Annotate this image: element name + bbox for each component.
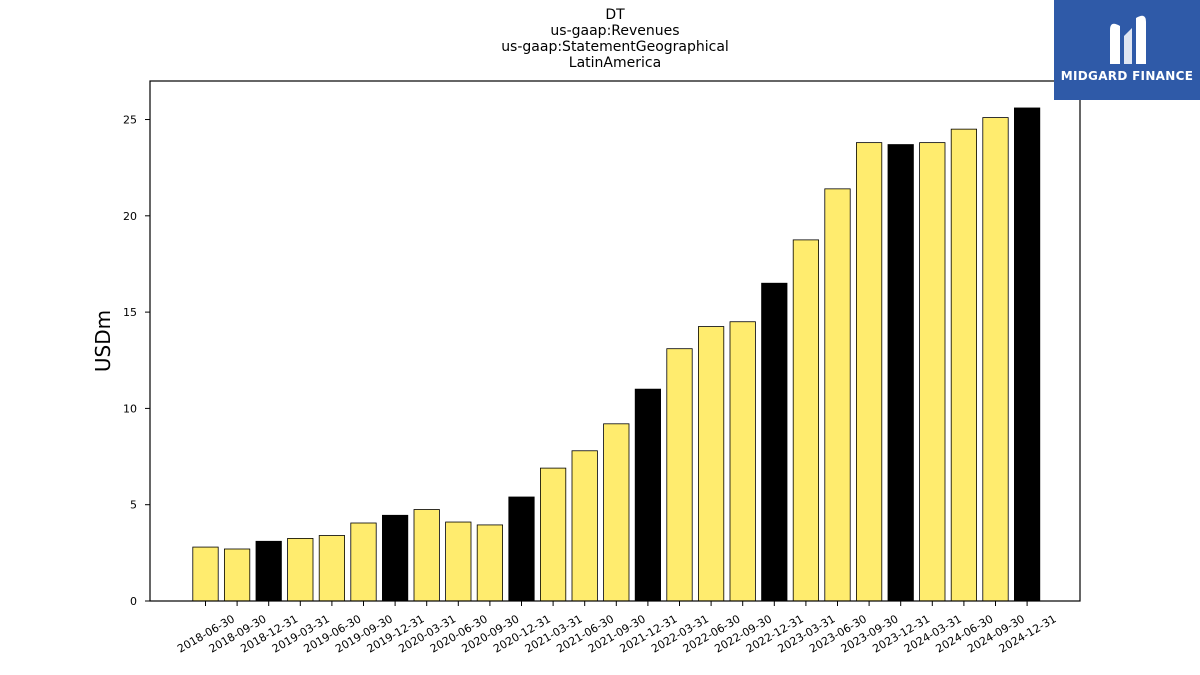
- y-tick-label: 0: [130, 595, 137, 608]
- bar: [318, 535, 346, 602]
- title-line-axis: us-gaap:StatementGeographical: [501, 39, 729, 55]
- bar: [476, 524, 504, 602]
- plot-frame: [149, 80, 1081, 602]
- brand-logo: MIDGARD FINANCE: [1054, 0, 1200, 100]
- y-tick-label: 10: [123, 402, 137, 415]
- logo-text: MIDGARD FINANCE: [1060, 69, 1194, 83]
- midgard-logo-icon: [1110, 15, 1146, 64]
- y-tick-label: 20: [123, 210, 137, 223]
- title-line-concept: us-gaap:Revenues: [550, 23, 680, 39]
- bar: [540, 467, 567, 602]
- y-tick-label: 5: [130, 499, 137, 512]
- bar: [350, 522, 377, 602]
- bar: [634, 388, 662, 602]
- y-tick-label: 25: [123, 114, 137, 127]
- bar: [729, 321, 756, 602]
- bar: [571, 450, 598, 602]
- bar: [603, 423, 630, 602]
- bar: [792, 239, 820, 602]
- title-line-member: LatinAmerica: [568, 55, 662, 71]
- bar: [255, 540, 282, 602]
- bar: [445, 521, 472, 602]
- bar: [223, 548, 251, 602]
- bar: [508, 496, 535, 602]
- bar: [919, 142, 946, 602]
- y-axis-label: USDm: [91, 310, 115, 372]
- bar: [1014, 107, 1041, 602]
- bar: [887, 144, 914, 602]
- title-line-ticker: DT: [605, 7, 625, 23]
- bar: [698, 326, 725, 602]
- bar: [761, 282, 788, 602]
- bar: [856, 142, 883, 602]
- chart-title: DT us-gaap:Revenues us-gaap:StatementGeo…: [365, 7, 865, 71]
- bar: [982, 117, 1009, 602]
- y-tick-label: 15: [123, 306, 137, 319]
- bar: [413, 509, 440, 602]
- bar: [381, 514, 409, 602]
- bar: [192, 546, 219, 602]
- bar: [950, 128, 978, 602]
- bar: [287, 538, 314, 602]
- bar: [824, 188, 851, 602]
- bar: [666, 348, 693, 602]
